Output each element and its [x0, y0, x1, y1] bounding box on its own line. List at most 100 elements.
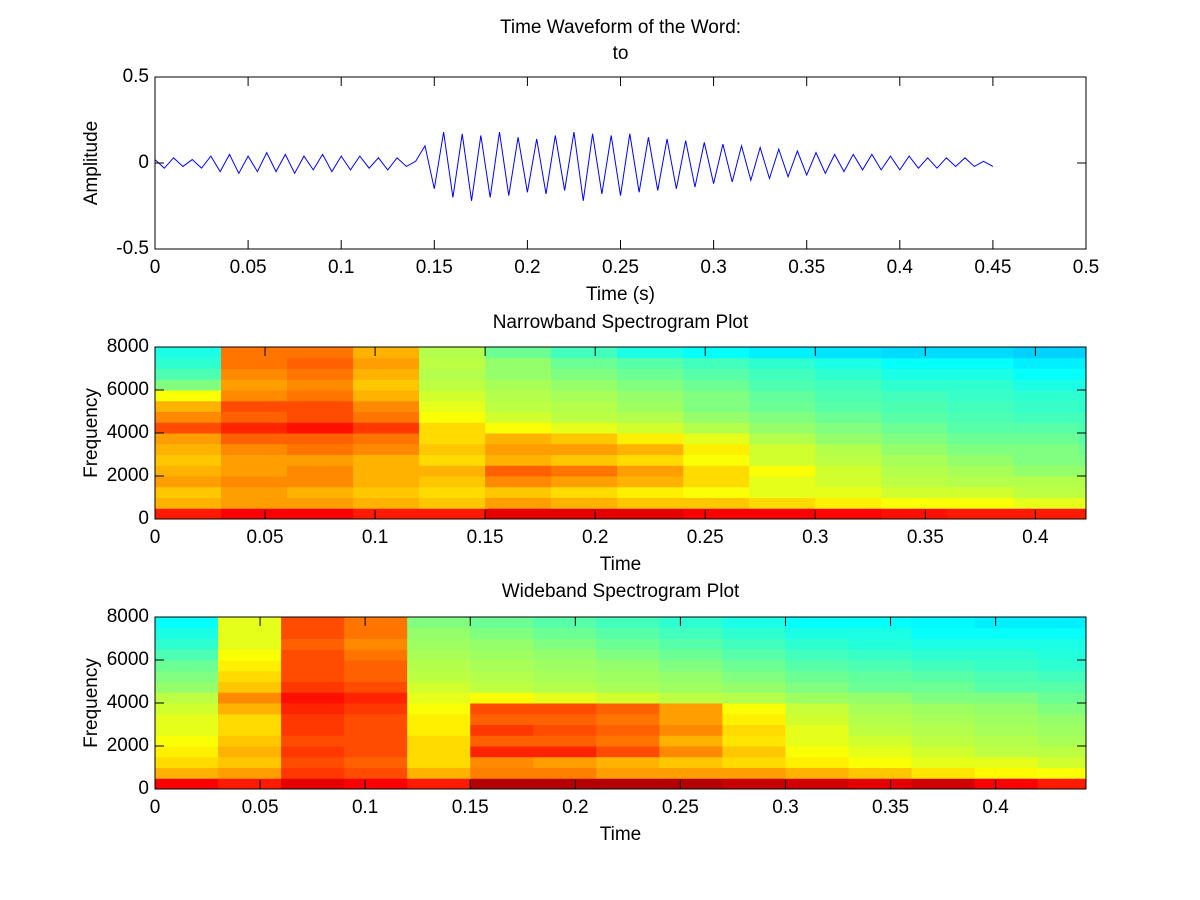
heatmap-cell — [221, 411, 288, 423]
heatmap-cell — [344, 735, 408, 747]
heatmap-cell — [974, 638, 1039, 650]
heatmap-cell — [848, 703, 913, 715]
heatmap-cell — [974, 724, 1039, 736]
heatmap-cell — [344, 703, 408, 715]
heatmap-cell — [596, 724, 660, 736]
heatmap-cell — [815, 411, 882, 423]
heatmap-cell — [221, 368, 288, 380]
heatmap-cell — [218, 713, 282, 725]
heatmap-cell — [470, 617, 534, 629]
heatmap-cell — [617, 508, 684, 519]
heatmap-cell — [551, 476, 618, 488]
y-tick-label: 2000 — [107, 465, 149, 486]
heatmap-cell — [815, 422, 882, 434]
x-tick-label: 0.35 — [788, 257, 825, 278]
heatmap-cell — [344, 638, 408, 650]
heatmap-cell — [722, 670, 786, 682]
heatmap-cell — [218, 746, 282, 758]
heatmap-cell — [470, 649, 534, 661]
heatmap-cell — [485, 476, 552, 488]
heatmap-cell — [155, 692, 219, 704]
heatmap-cell — [1079, 465, 1086, 477]
heatmap-cell — [683, 486, 750, 498]
heatmap-cell — [749, 379, 816, 391]
heatmap-cell — [1079, 357, 1086, 369]
heatmap-cell — [281, 638, 345, 650]
heatmap-cell — [155, 660, 219, 672]
heatmap-cell — [974, 670, 1039, 682]
heatmap-cell — [749, 411, 816, 423]
x-tick-label: 0.25 — [602, 257, 639, 278]
heatmap-cell — [155, 746, 219, 758]
heatmap-cell — [533, 767, 597, 779]
heatmap-cell — [974, 778, 1039, 789]
heatmap-cell — [848, 617, 913, 629]
heatmap-cell — [344, 692, 408, 704]
heatmap-cell — [218, 767, 282, 779]
y-axis-label: Frequency — [81, 388, 102, 478]
heatmap-cell — [749, 433, 816, 445]
heatmap-cell — [155, 735, 219, 747]
heatmap-cell — [353, 454, 420, 466]
heatmap-cell — [419, 443, 486, 455]
heatmap-cell — [221, 476, 288, 488]
heatmap-cell — [815, 390, 882, 402]
heatmap-cell — [881, 476, 948, 488]
heatmap-cell — [683, 357, 750, 369]
heatmap-cell — [221, 422, 288, 434]
heatmap-cell — [947, 486, 1014, 498]
heatmap-cell — [155, 508, 222, 519]
heatmap-cell — [749, 368, 816, 380]
x-tick-label: 0.3 — [700, 257, 726, 278]
heatmap-cell — [617, 368, 684, 380]
heatmap-cell — [353, 433, 420, 445]
axes: 0 0.05 0.1 0.15 0.2 0.25 0.3 0.35 0.4 0 2000 4000 60… — [81, 312, 1087, 575]
heatmap-cell — [815, 454, 882, 466]
heatmap-cell — [911, 724, 976, 736]
heatmap-cell — [470, 778, 534, 789]
heatmap-cell — [881, 422, 948, 434]
x-tick-label: 0 — [150, 257, 161, 278]
heatmap-cell — [881, 443, 948, 455]
heatmap-cell — [659, 703, 723, 715]
heatmap-cell — [551, 347, 618, 359]
heatmap-cell — [551, 422, 618, 434]
heatmap-cell — [785, 703, 850, 715]
heatmap-cell — [281, 767, 345, 779]
heatmap-cell — [911, 617, 976, 629]
heatmap-cell — [287, 443, 354, 455]
heatmap-cell — [947, 465, 1014, 477]
heatmap-cell — [533, 627, 597, 639]
heatmap-cell — [683, 476, 750, 488]
heatmap-cell — [974, 627, 1039, 639]
heatmap-cell — [785, 638, 850, 650]
x-tick-label: 0.3 — [802, 527, 828, 548]
heatmap-cell — [344, 660, 408, 672]
heatmap-cell — [1037, 703, 1086, 715]
heatmap-cell — [533, 746, 597, 758]
heatmap-cell — [470, 703, 534, 715]
heatmap-cell — [848, 660, 913, 672]
heatmap-cell — [1013, 379, 1080, 391]
heatmap-cell — [281, 692, 345, 704]
heatmap-cell — [749, 465, 816, 477]
heatmap-cell — [947, 497, 1014, 509]
heatmap-cell — [551, 454, 618, 466]
heatmap-cell — [407, 746, 471, 758]
heatmap-cell — [659, 617, 723, 629]
x-tick-label: 0.1 — [328, 257, 354, 278]
heatmap-cell — [947, 476, 1014, 488]
heatmap-cell — [353, 390, 420, 402]
heatmap-cell — [815, 486, 882, 498]
heatmap-cell — [1037, 638, 1086, 650]
heatmap-cell — [533, 778, 597, 789]
heatmap-cell — [353, 422, 420, 434]
heatmap-cell — [353, 411, 420, 423]
heatmap-cell — [551, 465, 618, 477]
heatmap-cell — [155, 379, 222, 391]
heatmap-cell — [344, 681, 408, 693]
heatmap-cell — [722, 638, 786, 650]
heatmap-cell — [485, 454, 552, 466]
heatmap-cell — [617, 357, 684, 369]
heatmap-cell — [596, 735, 660, 747]
